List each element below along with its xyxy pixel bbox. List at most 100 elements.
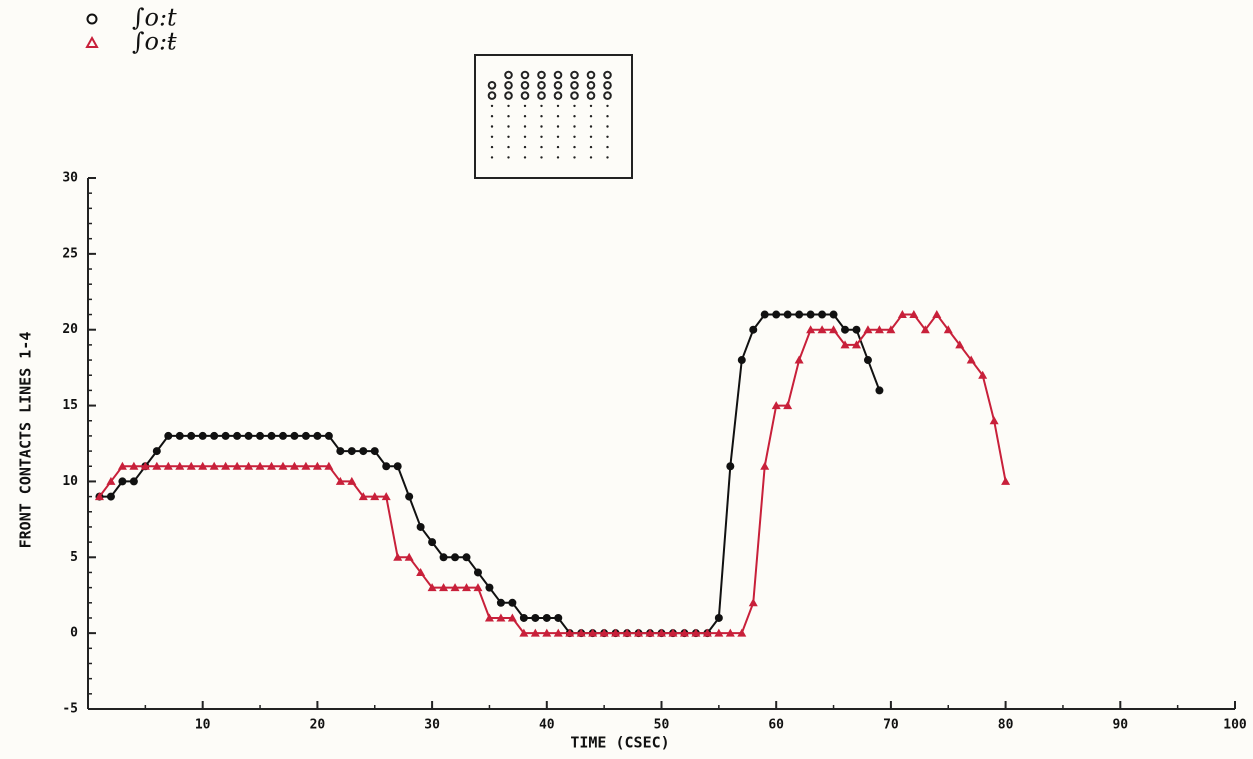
point [496,613,506,622]
inset-sensor [507,145,510,149]
inset-sensor [573,115,576,118]
point [439,553,448,562]
point [783,310,792,319]
inset-sensor [523,125,527,128]
point [886,325,896,334]
inset-sensor [603,91,612,100]
point [966,355,976,364]
x-tick-label: 30 [424,718,440,733]
y-axis-label: FRONT CONTACTS LINES 1-4 [17,332,35,549]
point [267,461,277,470]
inset-sensor [589,104,593,108]
legend-label: ∫o:ŧ [132,28,177,56]
point [382,462,391,471]
inset-sensor [507,125,510,128]
point [233,431,242,440]
point [806,310,815,319]
inset-sensor [504,81,513,90]
point [507,613,517,622]
inset-sensor [490,156,494,159]
inset-sensor [490,115,494,118]
y-tick-label: 15 [62,398,78,413]
inset-sensor [523,135,527,138]
point [622,628,632,637]
point [428,538,437,547]
x-axis-label: TIME (CSEC) [570,734,669,752]
point [290,431,299,440]
point [439,583,449,592]
x-tick-label: 100 [1223,718,1247,733]
point [588,628,598,637]
inset-sensor [523,145,527,149]
point [771,401,781,410]
point [496,598,505,607]
point [267,431,276,440]
point [451,553,460,562]
point [381,492,391,501]
inset-sensor [573,156,576,159]
point [841,325,850,334]
inset-sensor [556,115,560,118]
inset-sensor [589,115,593,118]
inset-sensor [603,81,612,90]
x-tick-label: 70 [883,718,899,733]
point [542,628,552,637]
point [450,583,460,592]
inset-dots [487,70,612,159]
point [347,447,356,456]
point [932,310,942,319]
point [187,431,196,440]
inset-sensor [586,91,596,100]
inset-sensor [553,91,563,100]
point [576,628,586,637]
inset-sensor [586,81,596,90]
x-tick-label: 90 [1112,718,1128,733]
point [473,583,483,592]
point [691,628,701,637]
inset-sensor [573,145,576,149]
y-tick-label: 20 [62,322,78,337]
inset-sensor [504,91,513,100]
point [221,431,230,440]
legend-marker [85,35,99,48]
point [554,613,563,622]
point [336,447,345,456]
inset-box [474,54,633,179]
point [186,461,196,470]
inset-sensor [603,70,612,80]
point [645,628,655,637]
point [920,325,930,334]
point [725,628,735,637]
point [748,598,758,607]
point [210,431,219,440]
point [393,552,403,561]
point [359,447,368,456]
point [760,310,769,319]
inset-sensor [570,91,579,100]
point [140,461,150,470]
point [795,310,804,319]
point [244,461,254,470]
point [714,628,724,637]
point [221,461,231,470]
inset-sensor [490,145,494,149]
y-tick-label: 25 [62,246,78,261]
point [668,628,678,637]
inset-sensor [520,81,530,90]
inset-sensor [490,135,494,138]
point [553,628,563,637]
inset-sensor [589,135,593,138]
point [714,613,723,622]
point [989,416,999,425]
x-tick-label: 10 [195,718,211,733]
point [232,461,242,470]
point [874,325,884,334]
inset-sensor [556,135,560,138]
point [897,310,907,319]
inset-sensor [606,125,609,128]
point [772,310,781,319]
point [840,340,850,349]
inset-sensor [553,81,563,90]
point [175,461,185,470]
inset-sensor [520,70,530,80]
